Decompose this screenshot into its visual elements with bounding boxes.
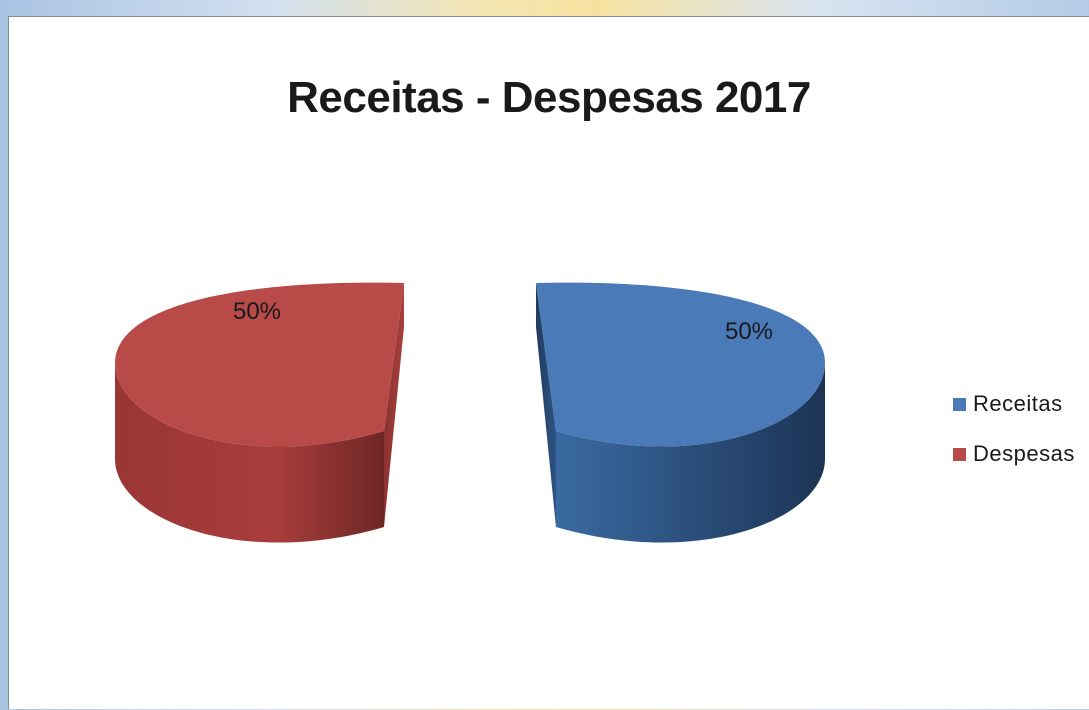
legend-swatch-despesas (953, 447, 966, 461)
legend-item-despesas: Despesas (953, 439, 1075, 469)
data-label-receitas: 50% (725, 318, 773, 345)
legend-swatch-receitas (953, 397, 966, 411)
pie-plot: 50% 50% (115, 282, 825, 543)
legend-label-despesas: Despesas (973, 441, 1075, 466)
legend: Receitas Despesas (953, 389, 1075, 489)
slice-edge-receitas (536, 283, 556, 527)
chart-title: Receitas - Despesas 2017 (287, 73, 811, 122)
chart-area: Receitas - Despesas 2017 50% 50% (8, 16, 1089, 709)
slice-despesas (115, 282, 404, 447)
slice-side-despesas (115, 363, 384, 543)
slice-side-receitas (556, 363, 825, 543)
legend-label-receitas: Receitas (973, 391, 1063, 416)
legend-item-receitas: Receitas (953, 389, 1075, 419)
data-label-despesas: 50% (233, 298, 281, 325)
slice-edge-despesas (384, 283, 404, 527)
slice-receitas (536, 282, 825, 447)
